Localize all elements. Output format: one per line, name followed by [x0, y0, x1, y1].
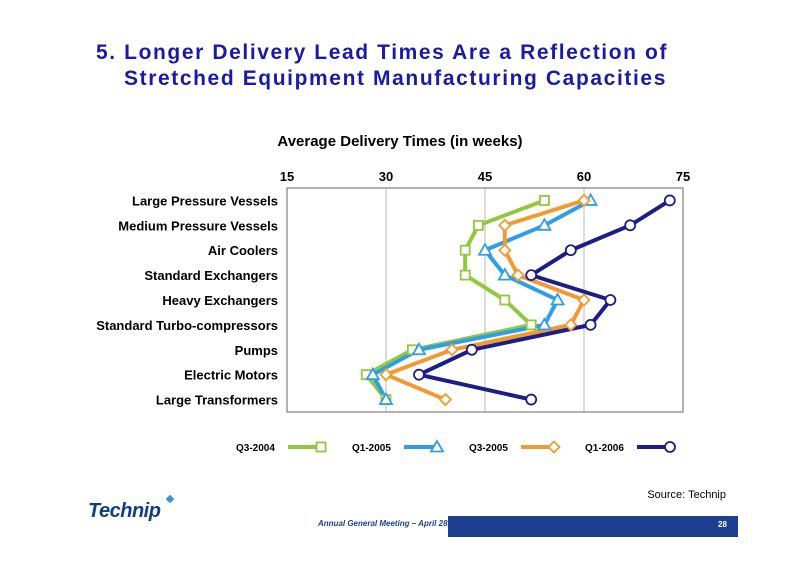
- point-q1-2006-air-coolers: [564, 244, 577, 257]
- point-q3-2005-heavy-exchangers: [577, 293, 591, 307]
- category-label-standard-turbo-compressors: Standard Turbo-compressors: [96, 318, 278, 333]
- footer-bar: [448, 516, 738, 537]
- x-tick-label-75: 75: [676, 169, 690, 184]
- technip-logo: Technip: [88, 494, 175, 523]
- point-q3-2004-air-coolers: [459, 244, 471, 256]
- point-q1-2006-standard-turbo-compressors: [584, 318, 597, 331]
- point-q1-2005-electric-motors: [365, 366, 381, 381]
- point-q1-2006-standard-exchangers: [525, 269, 538, 282]
- point-q3-2004-standard-exchangers: [459, 269, 471, 281]
- point-q3-2004-large-pressure-vessels: [539, 195, 550, 206]
- point-q1-2006-electric-motors: [413, 368, 425, 381]
- point-q1-2005-pumps: [411, 341, 427, 356]
- x-tick-label-60: 60: [577, 169, 591, 184]
- point-q1-2005-air-coolers: [477, 242, 493, 256]
- series-line-q3-2004: [364, 198, 547, 402]
- legend-marker-q1-2006: [664, 441, 676, 453]
- legend-marker-q3-2005: [547, 440, 561, 454]
- category-label-air-coolers: Air Coolers: [208, 243, 278, 258]
- category-label-large-pressure-vessels: Large Pressure Vessels: [132, 193, 278, 208]
- x-tick-label-30: 30: [379, 169, 393, 184]
- x-tick-label-45: 45: [478, 169, 492, 184]
- x-tick-label-15: 15: [280, 169, 294, 184]
- slide-title-line2: Stretched Equipment Manufacturing Capaci…: [124, 67, 667, 90]
- category-label-pumps: Pumps: [235, 343, 278, 358]
- logo-text: Technip: [88, 500, 161, 522]
- point-q1-2006-medium-pressure-vessels: [624, 219, 637, 232]
- point-q3-2005-large-pressure-vessels: [577, 193, 591, 208]
- slide-title-line1: 5. Longer Delivery Lead Times Are a Refl…: [96, 41, 669, 64]
- point-q3-2005-standard-exchangers: [511, 268, 525, 282]
- category-label-medium-pressure-vessels: Medium Pressure Vessels: [118, 218, 278, 233]
- point-q3-2004-standard-turbo-compressors: [525, 319, 537, 331]
- footer-text: Annual General Meeting – April 28, 2006: [318, 519, 470, 528]
- point-q3-2005-air-coolers: [498, 243, 512, 257]
- point-q1-2006-large-transformers: [525, 393, 538, 406]
- point-q3-2005-medium-pressure-vessels: [498, 218, 512, 233]
- point-q1-2005-standard-turbo-compressors: [536, 317, 552, 331]
- legend-label-q1-2005: Q1-2005: [352, 443, 391, 454]
- point-q3-2004-heavy-exchangers: [499, 294, 511, 306]
- legend-label-q3-2005: Q3-2005: [469, 443, 508, 454]
- point-q1-2005-heavy-exchangers: [550, 292, 566, 306]
- point-q1-2005-large-transformers: [378, 391, 394, 405]
- plot-frame: [286, 187, 684, 413]
- category-label-large-transformers: Large Transformers: [156, 393, 278, 408]
- point-q1-2006-pumps: [465, 343, 478, 356]
- point-q3-2005-standard-turbo-compressors: [564, 318, 578, 332]
- category-label-standard-exchangers: Standard Exchangers: [144, 268, 278, 283]
- point-q3-2004-medium-pressure-vessels: [472, 219, 484, 231]
- point-q1-2005-medium-pressure-vessels: [536, 217, 552, 231]
- point-q3-2005-large-transformers: [438, 392, 453, 407]
- legend-marker-q3-2004: [315, 441, 327, 453]
- point-q1-2006-large-pressure-vessels: [663, 194, 676, 207]
- legend-label-q3-2004: Q3-2004: [236, 443, 275, 454]
- point-q3-2005-electric-motors: [379, 367, 393, 382]
- category-label-heavy-exchangers: Heavy Exchangers: [162, 293, 278, 308]
- category-label-electric-motors: Electric Motors: [184, 368, 278, 383]
- chart-title: Average Delivery Times (in weeks): [277, 133, 522, 150]
- slide-title: 5. Longer Delivery Lead Times Are a Refl…: [96, 40, 668, 92]
- point-q3-2005-pumps: [445, 343, 459, 357]
- legend-marker-q1-2005: [429, 439, 445, 453]
- legend-label-q1-2006: Q1-2006: [585, 443, 624, 454]
- page-number: 28: [718, 520, 727, 529]
- point-q1-2005-standard-exchangers: [497, 267, 513, 281]
- source-note: Source: Technip: [647, 489, 726, 501]
- point-q1-2006-heavy-exchangers: [604, 294, 617, 306]
